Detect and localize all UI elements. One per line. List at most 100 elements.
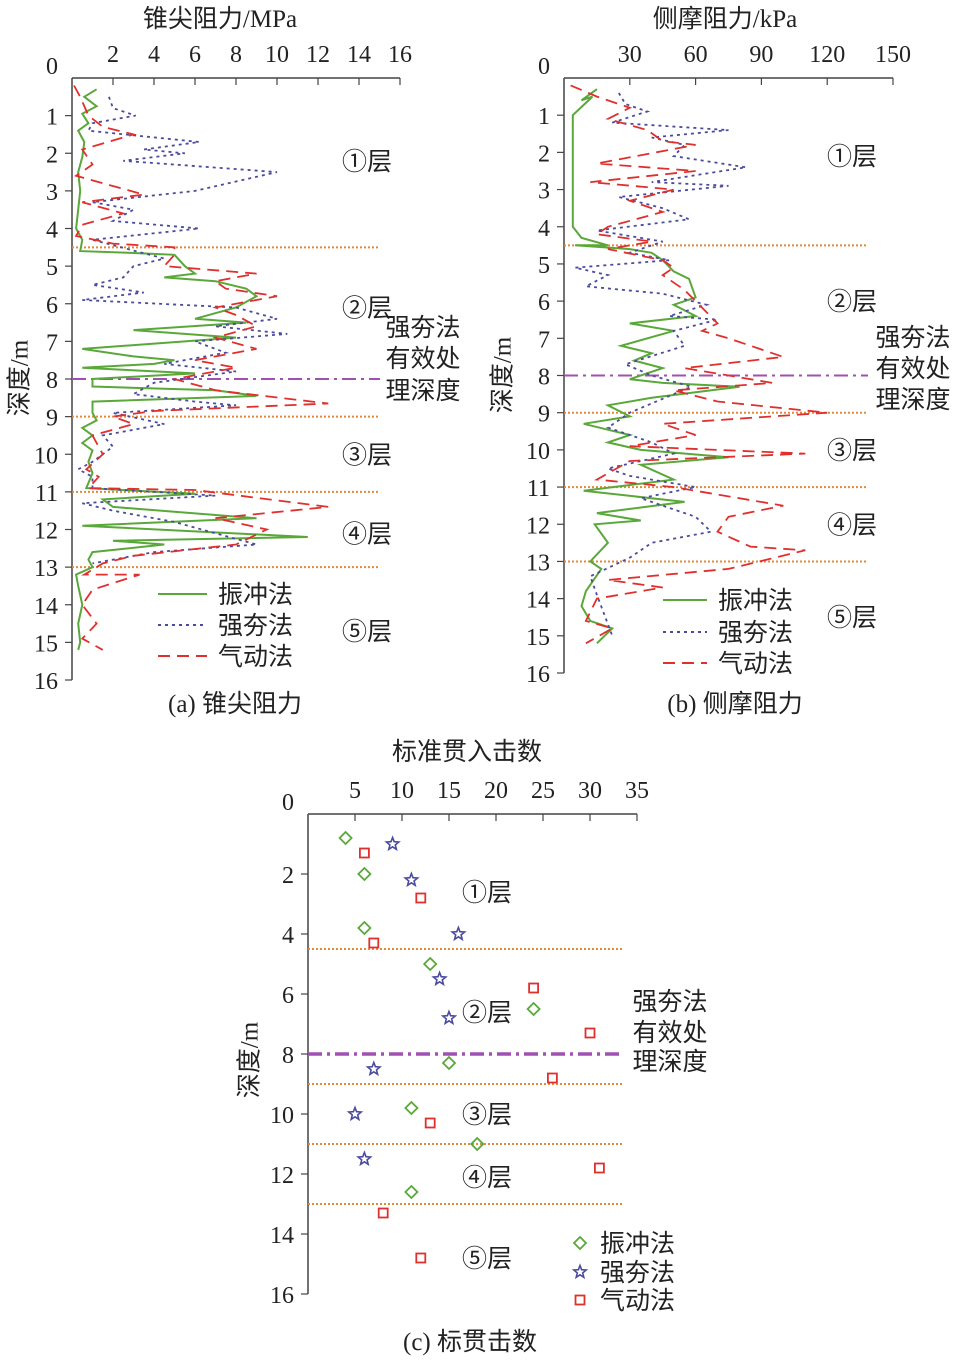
y-tick-label: 5 xyxy=(46,255,58,281)
x-axis-title: 锥尖阻力/MPa xyxy=(143,5,297,33)
y-axis-title: 深度/m xyxy=(236,1021,264,1098)
x-tick-label: 30 xyxy=(578,778,602,804)
data-point-diamond xyxy=(526,1001,541,1017)
x-axis-title: 侧摩阻力/kPa xyxy=(653,5,797,33)
layer-label: ②层 xyxy=(827,288,877,316)
x-tick-label: 12 xyxy=(306,42,330,68)
y-tick-label: 7 xyxy=(538,327,550,353)
y-tick-label: 14 xyxy=(34,594,58,620)
effective-depth-annotation: 有效处 xyxy=(632,1019,707,1047)
panel-caption: (b) 侧摩阻力 xyxy=(667,690,802,718)
y-tick-label: 1 xyxy=(46,105,58,131)
effective-depth-annotation: 强夯法 xyxy=(632,988,707,1016)
layer-label: ④层 xyxy=(462,1164,512,1192)
y-tick-label: 13 xyxy=(34,556,58,582)
data-point-diamond xyxy=(441,1055,457,1071)
data-point-diamond xyxy=(404,1184,419,1200)
data-point-diamond xyxy=(357,920,372,936)
data-point-star xyxy=(346,1105,364,1122)
legend-label: 振冲法 xyxy=(218,581,293,609)
legend-marker-square xyxy=(574,1294,586,1306)
x-tick-label: 8 xyxy=(230,42,242,68)
y-tick-label: 13 xyxy=(526,550,550,576)
x-tick-label: 10 xyxy=(265,42,289,68)
x-tick-label: 60 xyxy=(684,42,708,68)
layer-label: ③层 xyxy=(827,437,877,465)
legend-label: 强夯法 xyxy=(600,1259,675,1287)
y-axis-title: 深度/m xyxy=(6,339,34,416)
y-tick-label: 11 xyxy=(527,476,550,502)
data-point-star xyxy=(365,1060,383,1077)
y-tick-label: 7 xyxy=(46,330,58,356)
effective-depth-annotation: 理深度 xyxy=(875,386,950,414)
y-tick-label: 6 xyxy=(46,293,58,319)
layer-label: ①层 xyxy=(462,879,512,907)
effective-depth-annotation: 理深度 xyxy=(385,377,460,405)
layer-label: ②层 xyxy=(462,999,512,1027)
x-axis-title: 标准贯入击数 xyxy=(392,738,542,766)
x-tick-label: 120 xyxy=(809,42,845,68)
layer-label: ③层 xyxy=(462,1101,512,1129)
y-tick-label: 15 xyxy=(34,631,58,657)
data-point-diamond xyxy=(469,1136,485,1152)
series-line-0 xyxy=(74,88,308,651)
y-tick-label: 12 xyxy=(270,1163,294,1189)
x-tick-label: 4 xyxy=(148,42,160,68)
y-tick-label: 4 xyxy=(538,216,550,242)
series-line-0 xyxy=(571,88,740,645)
data-point-square xyxy=(594,1162,605,1174)
layer-label: ④层 xyxy=(342,520,392,548)
panel-c: 5 10 15 20 25 30 35 0 2 4 6 8 10 12 14 16 标准贯入击数 (c) 标贯击数… xyxy=(236,738,708,1356)
y-tick-label: 4 xyxy=(282,923,294,949)
legend-marker-diamond xyxy=(572,1235,588,1251)
data-point-star xyxy=(356,1150,373,1167)
data-point-diamond xyxy=(422,956,438,972)
x-tick-label: 10 xyxy=(390,778,414,804)
effective-depth-annotation: 强夯法 xyxy=(385,314,460,342)
y-tick-label: 9 xyxy=(46,406,58,432)
layer-label: ②层 xyxy=(342,295,392,323)
data-point-diamond xyxy=(338,830,353,846)
y-tick-label: 11 xyxy=(35,481,58,507)
data-point-square xyxy=(528,982,539,994)
x-tick-label: 35 xyxy=(625,778,649,804)
y-tick-label: 0 xyxy=(46,54,58,80)
y-tick-label: 14 xyxy=(526,588,550,614)
y-tick-label: 4 xyxy=(46,218,58,244)
legend-label: 气动法 xyxy=(218,643,293,671)
x-tick-label: 6 xyxy=(189,42,201,68)
y-tick-label: 6 xyxy=(282,983,294,1009)
y-tick-label: 10 xyxy=(34,443,58,469)
data-point-square xyxy=(424,1117,436,1129)
y-tick-label: 12 xyxy=(34,519,58,545)
y-tick-label: 16 xyxy=(270,1283,294,1309)
legend-marker-star xyxy=(571,1263,589,1280)
data-point-star xyxy=(440,1009,458,1026)
layer-label: ⑤层 xyxy=(827,604,877,632)
data-point-diamond xyxy=(357,866,372,882)
data-point-star xyxy=(450,925,467,942)
x-tick-label: 150 xyxy=(875,42,911,68)
layer-label: ④层 xyxy=(827,511,877,539)
layer-label: ⑤层 xyxy=(342,618,392,646)
y-tick-label: 9 xyxy=(538,402,550,428)
y-tick-label: 16 xyxy=(526,662,550,688)
x-tick-label: 2 xyxy=(107,42,119,68)
layer-label: ③层 xyxy=(342,441,392,469)
panel-a: 2 4 6 8 10 12 14 16012345678910111213141516锥尖阻力… xyxy=(6,5,461,718)
y-tick-label: 0 xyxy=(538,54,550,80)
y-axis-title: 深度/m xyxy=(489,336,517,413)
y-tick-label: 16 xyxy=(34,669,58,695)
effective-depth-annotation: 强夯法 xyxy=(875,324,950,352)
data-point-square xyxy=(415,892,427,904)
effective-depth-annotation: 有效处 xyxy=(875,355,950,383)
x-tick-label: 5 xyxy=(349,778,361,804)
y-tick-label: 15 xyxy=(526,625,550,651)
y-tick-label: 12 xyxy=(526,513,550,539)
y-tick-label: 5 xyxy=(538,253,550,279)
y-tick-label: 2 xyxy=(46,142,58,168)
x-tick-label: 90 xyxy=(749,42,773,68)
data-point-diamond xyxy=(404,1100,419,1116)
x-tick-label: 30 xyxy=(618,42,642,68)
data-point-square xyxy=(377,1207,389,1219)
